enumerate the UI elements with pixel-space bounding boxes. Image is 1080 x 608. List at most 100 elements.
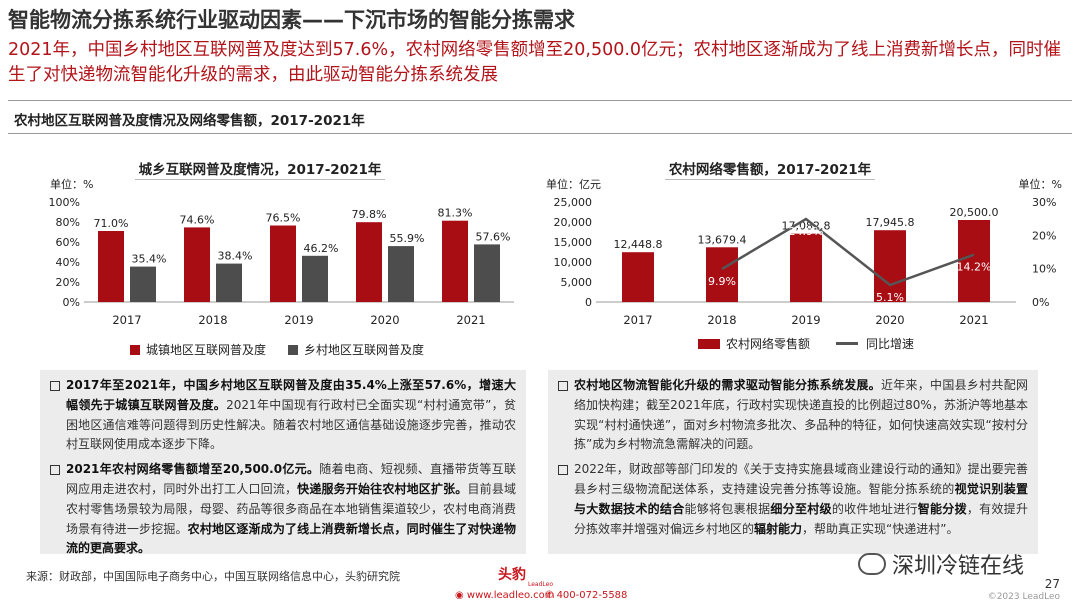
body-text: 目前县域农村零售场景较为局限，母婴、药品等很多商品在本地销售渠道较少，农村电商消… [66,481,516,536]
retail-bar [622,252,654,302]
bold-text: 2017年至2021年，中国乡村地区互联网普及度由35.4%上涨至57.6%，增… [66,378,516,412]
retail-value-label: 13,679.4 [698,233,747,246]
source-note: 来源：财政部，中国国际电子商务中心，中国互联网络信息中心，头豹研究院 [26,570,400,583]
left-text-box: 2017年至2021年，中国乡村地区互联网普及度由35.4%上涨至57.6%，增… [40,370,526,555]
chart1-ytick: 80% [56,216,80,229]
chart1-plot: 单位：% 0% 20% 40% 60% 80% 100% 71.0% 35.4% 2017 74.6… [49,177,514,327]
chart2-ytick-left: 0 [585,296,592,309]
rural-bar [474,244,500,302]
page-subtitle: 2021年，中国乡村地区互联网普及度达到57.6%，农村网络零售额增至20,50… [8,40,1062,85]
legend-label-urban: 城镇地区互联网普及度 [146,343,267,357]
bold-text: 快递服务开始往农村地区扩张。 [297,481,468,496]
urban-value-label: 76.5% [266,212,301,225]
phone-icon: ✆ [545,590,557,601]
chart2-ytick-right: 20% [1032,229,1056,242]
retail-value-label: 20,500.0 [950,206,999,219]
chart2-unit-right: 单位：% [1019,177,1062,191]
globe-icon: ◉ [455,590,467,601]
retail-bar [958,220,990,302]
urban-value-label: 79.8% [352,208,387,221]
right-text-box: 农村地区物流智能化升级的需求驱动智能分拣系统发展。近年来，中国县乡村共配网络加快… [548,370,1038,554]
bold-text: 农村地区逐渐成为了线上消费新增长点，同时催生了对快递物流的更高要求。 [66,521,516,556]
rural-bar [388,246,414,302]
checkbox-bullet-icon [558,381,568,391]
legend-label-retail: 农村网络零售额 [726,337,811,351]
right_text-bullet: 2022年，财政部等部门印发的《关于支持实施县域商业建设行动的通知》提出要完善县… [558,460,1028,539]
rural-bar [302,255,328,302]
chart1-unit-label: 单位：% [50,177,93,191]
body-text: 2021年中国现有行政村已全面实现“村村通宽带”，贫困地区通信难等问题得到历史性… [66,397,516,452]
chart1-xtick: 2021 [456,313,485,327]
page-number: 27 [1044,577,1060,591]
urban-bar [184,227,210,302]
section-heading: 农村地区互联网普及度情况及网络零售额，2017-2021年 [14,113,365,129]
urban-value-label: 74.6% [180,213,215,226]
chart2-ytick-left: 5,000 [561,276,593,289]
urban-bar [442,220,468,302]
chart1-xtick: 2019 [284,313,313,327]
chart1-xtick: 2020 [370,313,399,327]
retail-value-label: 12,448.8 [614,238,663,251]
rural-value-label: 35.4% [132,253,167,266]
chart2-unit-left: 单位：亿元 [546,177,601,191]
leadleo-logo-sub: LeadLeo [528,581,554,588]
chart1-ytick: 0% [63,296,80,309]
legend-label-growth: 同比增速 [866,337,915,351]
watermark: 深圳冷链在线 [858,548,1024,580]
checkbox-bullet-icon [50,465,60,476]
right_text-bullet: 农村地区物流智能化升级的需求驱动智能分拣系统发展。近年来，中国县乡村共配网络加快… [558,376,1028,455]
body-text: 随着电商、短视频、直播带货等互联网应用走进农村，同时外出打工人口回流， [66,462,516,496]
chart1-ytick: 60% [56,236,80,249]
chart2-ytick-left: 20,000 [554,216,593,229]
retail-bar [706,247,738,302]
chart1-title: 城乡互联网普及度情况，2017-2021年 [60,158,460,180]
left_text-bullet: 2017年至2021年，中国乡村地区互联网普及度由35.4%上涨至57.6%，增… [50,376,516,455]
wechat-icon [858,553,886,575]
retail-bar [790,233,822,302]
chart2-xtick: 2021 [959,313,988,327]
bold-text: 视觉识别装置与大数据技术的结合 [574,481,1028,516]
chart2-xtick: 2017 [623,313,652,327]
legend-swatch-rural [288,344,299,355]
chart1-ytick: 20% [56,276,80,289]
chart1-xtick: 2017 [112,313,141,327]
rural-value-label: 38.4% [218,250,253,263]
chart2-xtick: 2018 [707,313,736,327]
chart2-ytick-right: 0% [1032,296,1049,309]
bold-text: 辐射能力 [754,521,803,536]
copyright: ©2023 LeadLeo [987,592,1060,602]
left_text-bullet: 2021年农村网络零售额增至20,500.0亿元。随着电商、短视频、直播带货等互… [50,460,516,559]
body-text: 2022年，财政部等部门印发的《关于支持实施县域商业建设行动的通知》提出要完善县… [574,462,1028,496]
retail-bar [874,230,906,302]
body-text: 近年来，中国县乡村共配网络加快构建；截至2021年底，行政村实现快递直投的比例超… [574,378,1028,452]
chart2-ytick-left: 25,000 [554,196,593,209]
rural-value-label: 46.2% [304,242,339,255]
chart2-ytick-right: 30% [1032,196,1056,209]
legend-label-rural: 乡村地区互联网普及度 [304,343,425,357]
bold-text: 智能分拨 [917,501,967,516]
chart2-plot: 单位：亿元 单位：% 0 5,000 10,000 15,000 20,000 25,000 0… [546,177,1062,327]
chart1-ytick: 100% [49,196,80,209]
urban-value-label: 71.0% [94,217,129,230]
chart2-xtick: 2020 [875,313,904,327]
chart1-xtick: 2018 [198,313,227,327]
bold-text: 2021年农村网络零售额增至20,500.0亿元。 [66,462,320,477]
checkbox-bullet-icon [50,381,60,391]
body-text: ，帮助真正实现“快递进村”。 [802,521,959,536]
rural-bar [130,266,156,302]
growth-value-label: 24.9% [789,225,824,238]
legend-line-growth [836,342,859,345]
rural-value-label: 55.9% [390,232,425,245]
chart2-ytick-left: 15,000 [554,236,593,249]
phone-number: ✆ 400-072-5588 [545,590,628,601]
urban-value-label: 81.3% [438,207,473,220]
growth-value-label: 9.9% [708,275,736,288]
page-title: 智能物流分拣系统行业驱动因素——下沉市场的智能分拣需求 [8,8,575,32]
growth-line [721,217,975,287]
rural-value-label: 57.6% [476,230,511,243]
section-divider [8,133,1072,134]
checkbox-bullet-icon [558,465,568,476]
chart2-ytick-left: 10,000 [554,256,593,269]
website-link[interactable]: ◉ www.leadleo.com [455,590,555,601]
chart1-legend: 城镇地区互联网普及度 乡村地区互联网普及度 [130,341,424,358]
